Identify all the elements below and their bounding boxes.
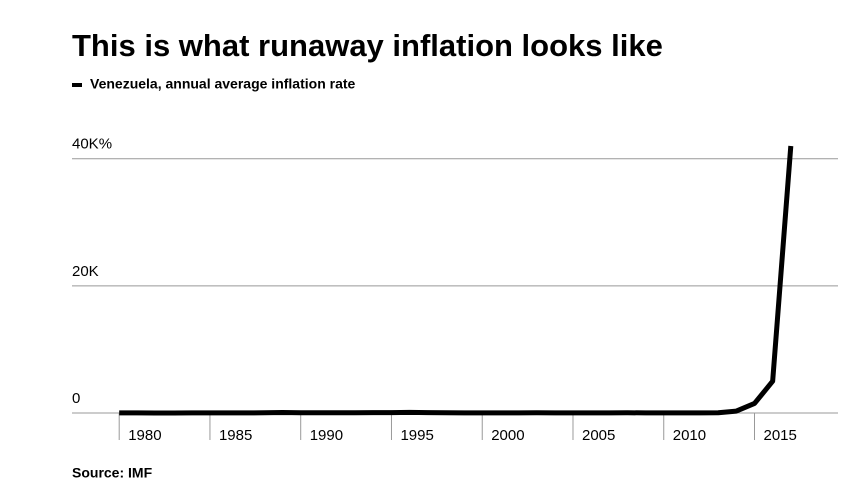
source: Source: IMF [72, 465, 153, 481]
legend-label: Venezuela, annual average inflation rate [90, 76, 356, 92]
x-tick-label: 1985 [219, 427, 252, 444]
x-tick-label: 2000 [491, 427, 524, 444]
y-tick-label: 40K% [72, 136, 112, 153]
x-tick-label: 1990 [310, 427, 343, 444]
line [119, 145, 794, 416]
x-tick-label: 2010 [673, 427, 706, 444]
x-tick-label: 1980 [128, 427, 161, 444]
y-tick-label: 0 [72, 390, 80, 407]
x-tick-label: 1995 [400, 427, 433, 444]
x-tick-label: 2015 [764, 427, 797, 444]
y-tick-label: 20K [72, 263, 99, 280]
x-tick-label: 2005 [582, 427, 615, 444]
chart-title: This is what runaway inflation looks lik… [72, 28, 663, 63]
